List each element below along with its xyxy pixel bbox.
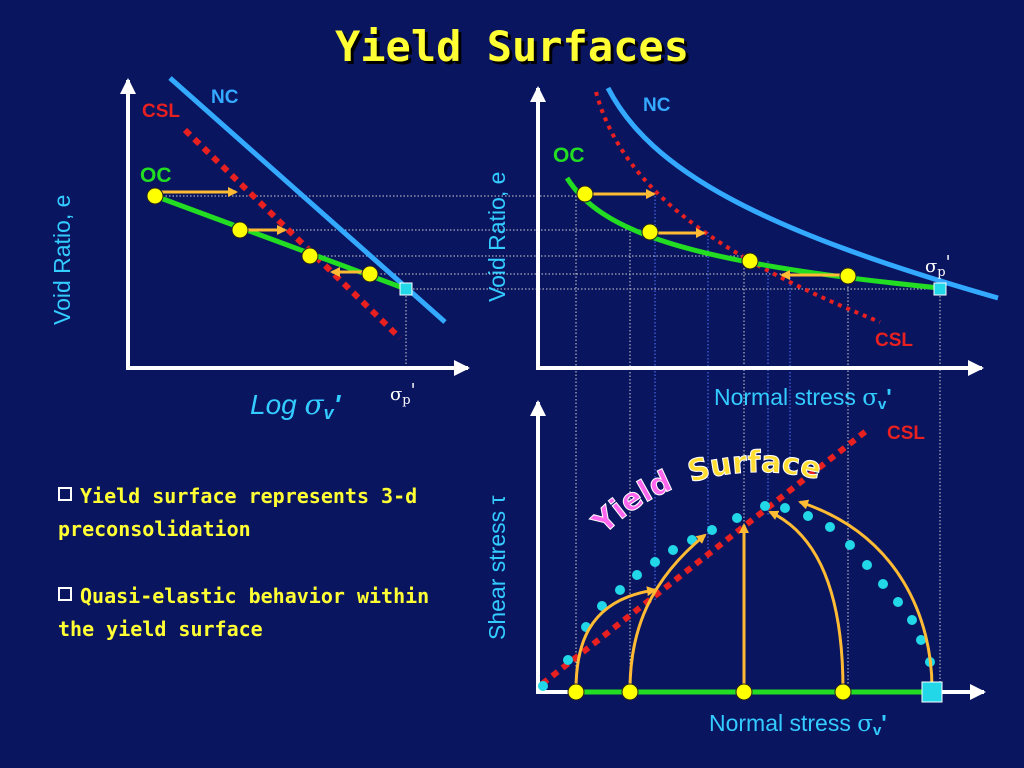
left-y-axis-label: Void Ratio, e bbox=[49, 195, 75, 325]
right-csl-curve bbox=[594, 91, 881, 324]
bottom-preconsolidation-point bbox=[921, 681, 943, 703]
bottom-csl-line bbox=[540, 425, 872, 687]
bottom-panel: Yield Surface CSL Shear stress τ Normal s… bbox=[484, 400, 986, 739]
bullet-item: Quasi-elastic behavior within the yield … bbox=[58, 584, 430, 641]
left-csl-line bbox=[182, 127, 403, 341]
left-state-points bbox=[146, 187, 379, 283]
left-nc-line bbox=[168, 76, 447, 324]
right-axes bbox=[530, 86, 984, 376]
right-x-axis-label: Normal stress σv' bbox=[714, 384, 892, 413]
horizontal-guides bbox=[155, 195, 940, 368]
left-sigma-p-label: σp' bbox=[390, 380, 416, 408]
left-oc-label: OC bbox=[140, 164, 172, 187]
right-nc-curve bbox=[605, 86, 999, 301]
right-nc-label: NC bbox=[643, 95, 671, 116]
bullet-list: Yield surface represents 3-d preconsolid… bbox=[58, 480, 458, 680]
yield-surface-arc-label: Yield Surface bbox=[585, 445, 824, 541]
bullet-item: Yield surface represents 3-d preconsolid… bbox=[58, 484, 418, 541]
state-point bbox=[567, 683, 585, 701]
bottom-y-axis-label: Shear stress τ bbox=[484, 495, 510, 640]
stress-paths bbox=[574, 499, 934, 691]
right-preconsolidation-point bbox=[933, 282, 947, 296]
right-oc-label: OC bbox=[553, 144, 585, 167]
bottom-state-points bbox=[567, 683, 852, 701]
checkbox-bullet-icon bbox=[58, 487, 72, 501]
state-point bbox=[146, 187, 164, 205]
page-title: Yield Surfaces bbox=[334, 22, 689, 71]
yield-surface-dots bbox=[538, 501, 935, 691]
state-point bbox=[735, 683, 753, 701]
bottom-x-axis-label: Normal stress σv' bbox=[709, 710, 887, 739]
right-panel: NC CSL OC Void Ratio, e Normal stress σv… bbox=[484, 86, 999, 692]
state-point bbox=[231, 221, 249, 239]
right-stress-arrows bbox=[590, 189, 840, 280]
state-point bbox=[839, 267, 857, 285]
left-stress-arrows bbox=[160, 187, 365, 277]
right-sigma-p-label: σp' bbox=[925, 252, 951, 280]
checkbox-bullet-icon bbox=[58, 587, 72, 601]
state-point bbox=[834, 683, 852, 701]
state-point bbox=[361, 265, 379, 283]
left-panel: NC CSL OC Void Ratio, e Log σv' σp' bbox=[49, 76, 940, 423]
left-x-axis-label: Log σv' bbox=[250, 388, 342, 423]
state-point bbox=[301, 247, 319, 265]
state-point bbox=[576, 185, 594, 203]
right-state-points bbox=[576, 185, 857, 285]
right-y-axis-label: Void Ratio, e bbox=[484, 172, 510, 302]
left-nc-label: NC bbox=[211, 87, 239, 108]
state-point bbox=[741, 252, 759, 270]
right-csl-label: CSL bbox=[875, 330, 913, 351]
left-axes bbox=[120, 78, 470, 376]
vertical-guides bbox=[575, 196, 941, 692]
left-csl-label: CSL bbox=[142, 101, 180, 122]
state-point bbox=[621, 683, 639, 701]
state-point bbox=[641, 223, 659, 241]
left-preconsolidation-point bbox=[399, 282, 413, 296]
bottom-csl-label: CSL bbox=[887, 423, 925, 444]
csl-guides bbox=[654, 196, 791, 600]
